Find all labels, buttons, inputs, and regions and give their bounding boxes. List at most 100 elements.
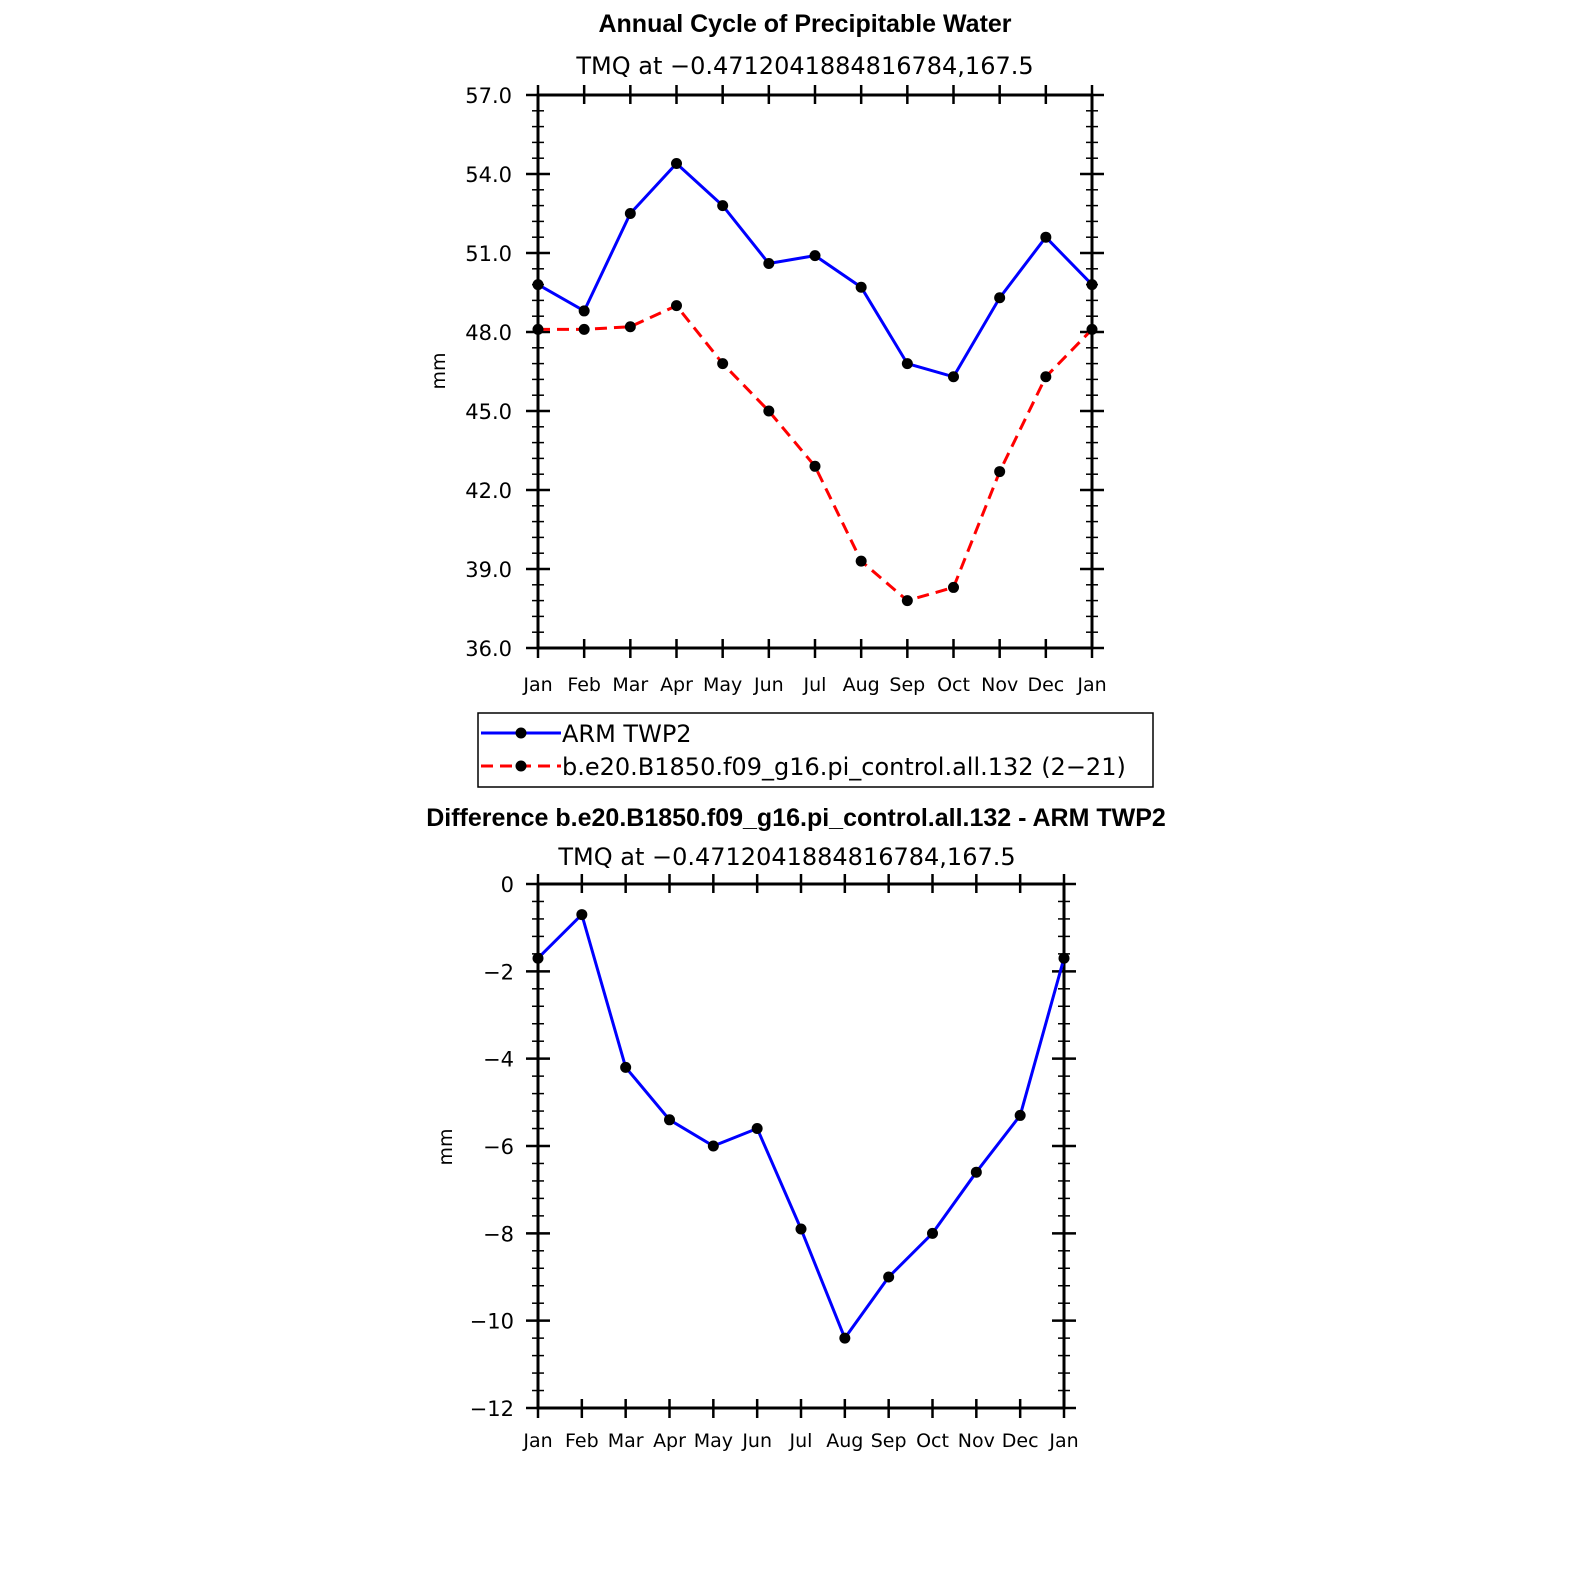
x-tick-label: Oct (937, 674, 970, 696)
y-tick-label: 42.0 (465, 479, 512, 503)
legend-marker-obs (515, 727, 527, 739)
y-tick-label: −2 (483, 960, 514, 984)
data-point (994, 292, 1006, 304)
chart-title: Annual Cycle of Precipitable Water (598, 10, 1011, 38)
x-tick-label: Jul (803, 674, 827, 696)
y-tick-label: 51.0 (465, 242, 512, 266)
y-tick-label: 39.0 (465, 558, 512, 582)
x-tick-label: Dec (1002, 1430, 1039, 1452)
x-tick-label: Aug (843, 674, 880, 696)
legend-label-obs: ARM TWP2 (562, 720, 692, 748)
y-tick-label: −4 (483, 1048, 514, 1072)
x-tick-label: Mar (612, 674, 648, 696)
data-point (839, 1332, 851, 1344)
difference-chart: Difference b.e20.B1850.f09_g16.pi_contro… (426, 804, 1166, 1452)
data-point (717, 200, 729, 212)
legend-marker-model (515, 760, 527, 772)
data-point (901, 595, 913, 607)
data-point (948, 371, 959, 383)
x-tick-label: Jan (522, 1430, 552, 1452)
data-point (671, 300, 682, 312)
x-tick-label: Jul (789, 1430, 813, 1452)
x-tick-label: Jun (753, 674, 784, 696)
y-tick-label: 57.0 (465, 84, 512, 108)
data-point (855, 555, 867, 567)
x-tick-label: Mar (608, 1430, 644, 1452)
y-tick-label: 54.0 (465, 163, 512, 187)
data-point (855, 281, 867, 293)
data-point (994, 466, 1006, 478)
chart-title: Difference b.e20.B1850.f09_g16.pi_contro… (426, 804, 1166, 832)
chart-subtitle: TMQ at −0.4712041884816784,167.5 (575, 52, 1033, 80)
legend-box (477, 712, 1154, 788)
x-tick-label: Apr (653, 1430, 686, 1452)
data-point (578, 323, 590, 335)
data-point (1086, 279, 1098, 291)
data-point (532, 279, 544, 291)
data-point (1086, 323, 1098, 335)
y-tick-label: 48.0 (465, 321, 512, 345)
tick-group (526, 85, 1104, 658)
y-axis-label: mm (435, 1128, 457, 1165)
data-point (1040, 231, 1052, 243)
y-axis-label: mm (428, 352, 450, 389)
data-point (624, 208, 636, 219)
x-tick-labels: Jan Feb Mar Apr May Jun Jul Aug Sep Oct Nov Dec Jan (522, 674, 1106, 696)
data-point (751, 1123, 763, 1135)
x-tick-label: Nov (981, 674, 1018, 696)
y-tick-label: −10 (470, 1310, 514, 1334)
x-tick-label: Feb (565, 1430, 599, 1452)
data-point (717, 358, 729, 370)
x-tick-label: Sep (871, 1430, 907, 1452)
legend: ARM TWP2 b.e20.B1850.f09_g16.pi_control.… (477, 712, 1154, 788)
data-point (532, 323, 544, 335)
y-tick-labels: −12 −10 −8 −6 −4 −2 0 (470, 873, 514, 1421)
x-tick-label: Jan (1076, 674, 1106, 696)
y-tick-label: −8 (483, 1222, 514, 1246)
x-tick-label: Aug (826, 1430, 863, 1452)
x-tick-label: Jan (522, 674, 552, 696)
data-point (664, 1114, 675, 1126)
data-point (671, 157, 682, 169)
y-tick-label: −12 (470, 1397, 514, 1421)
series-group (532, 909, 1070, 1344)
data-point (763, 258, 775, 270)
data-point (578, 305, 590, 317)
x-tick-label: Jan (1048, 1430, 1078, 1452)
data-point (901, 358, 913, 370)
x-tick-label: Dec (1027, 674, 1064, 696)
data-point (624, 321, 636, 333)
y-tick-label: 0 (501, 873, 514, 897)
x-tick-label: Feb (567, 674, 601, 696)
legend-label-model: b.e20.B1850.f09_g16.pi_control.all.132 (… (562, 753, 1126, 781)
y-tick-label: 45.0 (465, 400, 512, 424)
x-tick-labels: Jan Feb Mar Apr May Jun Jul Aug Sep Oct Nov Dec Jan (522, 1430, 1078, 1452)
data-point (883, 1271, 895, 1283)
data-point (1058, 952, 1070, 964)
series-group (532, 157, 1098, 607)
annual-cycle-chart: Annual Cycle of Precipitable Water TMQ a… (428, 10, 1107, 696)
x-tick-label: Jun (741, 1430, 772, 1452)
chart-subtitle: TMQ at −0.4712041884816784,167.5 (557, 843, 1015, 871)
x-tick-label: Nov (958, 1430, 995, 1452)
data-point (620, 1061, 632, 1073)
data-point (763, 405, 775, 417)
x-tick-label: Oct (916, 1430, 949, 1452)
data-point (948, 581, 959, 593)
x-tick-label: May (703, 674, 742, 696)
y-tick-label: 36.0 (465, 637, 512, 661)
x-tick-label: Apr (660, 674, 693, 696)
x-tick-label: May (694, 1430, 733, 1452)
y-tick-labels: 36.0 39.0 42.0 45.0 48.0 51.0 54.0 57.0 (465, 84, 512, 661)
data-point (809, 250, 821, 262)
x-tick-label: Sep (889, 674, 925, 696)
data-point (970, 1166, 982, 1178)
data-point (1040, 371, 1052, 383)
y-tick-label: −6 (483, 1135, 514, 1159)
data-point (795, 1223, 807, 1235)
data-point (1014, 1109, 1026, 1121)
tick-group (526, 874, 1076, 1418)
data-point (532, 952, 544, 964)
data-point (927, 1227, 938, 1239)
